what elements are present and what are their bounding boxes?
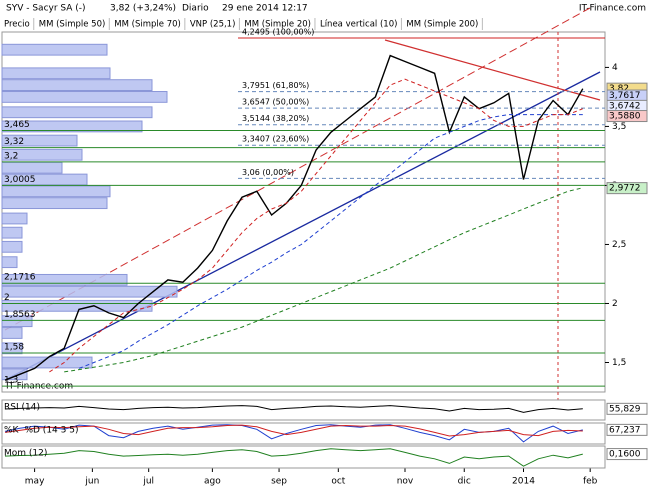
plot-frame: [1, 31, 606, 393]
panel-last-label: 67,237: [609, 425, 641, 435]
panel-line: [4, 405, 583, 413]
series-line: [64, 187, 583, 373]
panel-title: Mom (12): [4, 449, 47, 459]
volume-profile-bar: [1, 161, 63, 174]
y-tick-label: 4: [612, 63, 618, 73]
x-tick-label: may: [25, 477, 45, 487]
volume-profile-bar: [1, 315, 33, 328]
x-tick-label: oct: [331, 477, 345, 487]
volume-profile-bar: [1, 106, 153, 119]
price-label: 3,6742: [609, 101, 641, 111]
x-tick-label: dic: [458, 477, 471, 487]
volume-profile-bar: [1, 79, 153, 92]
panel-frame: [1, 399, 606, 421]
y-tick-label: 2: [612, 299, 618, 309]
fib-label: 4,2495 (100,00%): [242, 27, 314, 36]
volume-profile-bar: [1, 212, 28, 225]
legend-entry: MM (Simple 200): [406, 20, 478, 30]
level-label: 1,3: [4, 376, 18, 386]
fib-label: 3,3407 (23,60%): [242, 135, 309, 144]
series-line: [78, 114, 583, 369]
price-label: 3,5880: [609, 112, 641, 122]
volume-profile-bar: [1, 356, 93, 369]
series-line: [49, 78, 583, 373]
level-label: 1,58: [4, 343, 24, 353]
price-label-box: [606, 110, 648, 123]
volume-profile-bar: [1, 67, 111, 80]
panel-legend: %D (14 3 5): [24, 426, 78, 436]
x-tick-label: jun: [84, 477, 99, 487]
level-label: 3,465: [4, 120, 30, 130]
legend-entry: MM (Simple 50): [39, 20, 106, 30]
fib-label: 3,5144 (38,20%): [242, 114, 309, 123]
panel-legend: %K: [4, 426, 20, 436]
legend-entry: VNP (25,1): [190, 20, 236, 30]
panel-title: RSI (14): [4, 403, 40, 413]
panel-line: [4, 424, 583, 437]
volume-profile-bar: [1, 120, 143, 133]
quote: 3,82 (+3,24%): [110, 4, 176, 14]
panel-frame: [1, 445, 606, 469]
panel-last-label: 55,829: [609, 404, 641, 414]
volume-profile-bar: [1, 256, 18, 269]
y-tick-label: 3,5: [612, 122, 626, 132]
x-tick-label: ago: [204, 477, 221, 487]
level-label: 2,1716: [4, 273, 36, 283]
volume-profile-bar: [1, 197, 108, 210]
panel-line: [4, 448, 583, 467]
price-label: 2,9772: [609, 184, 641, 194]
volume-profile-bar: [1, 368, 28, 381]
y-tick-label: 1,5: [612, 358, 626, 368]
x-tick-label: nov: [397, 477, 414, 487]
volume-profile-bar: [1, 91, 168, 103]
volume-profile-bar: [1, 43, 108, 56]
volume-profile-bar: [1, 342, 23, 355]
datetime: 29 ene 2014 12:17: [222, 4, 308, 14]
volume-profile-bar: [1, 285, 178, 298]
series-line: [4, 54, 584, 381]
source: IT-Finance.com: [579, 4, 646, 14]
volume-profile-bar: [1, 327, 23, 339]
price-label-box: [606, 182, 648, 195]
x-tick-label: 2014: [512, 477, 535, 487]
legend-entry: Precio: [4, 20, 30, 30]
price-label: 3,7617: [609, 91, 641, 101]
panel-last-box: [606, 448, 648, 461]
fib-label: 3,7951 (61,80%): [242, 81, 309, 90]
panel-last-label: 0,1600: [609, 450, 641, 460]
volume-profile-bar: [1, 134, 78, 147]
trend-line-red: [384, 39, 601, 101]
y-tick-label: 2,5: [612, 240, 626, 250]
level-label: 3,2: [4, 151, 18, 161]
volume-profile-bar: [1, 148, 83, 161]
fib-label: 3,06 (0,00%): [242, 168, 294, 177]
level-label: 3,32: [4, 137, 24, 147]
volume-profile-bar: [1, 240, 23, 253]
x-tick-label: jul: [142, 477, 154, 487]
panel-last-box: [606, 423, 648, 436]
legend-entry: Línea vertical (10): [320, 20, 397, 30]
level-label: 2: [4, 293, 10, 303]
volume-profile-bar: [1, 299, 153, 312]
panel-last-box: [606, 402, 648, 415]
volume-profile-bar: [1, 226, 23, 239]
legend-entry: MM (Simple 20): [244, 20, 311, 30]
x-tick-label: sep: [271, 477, 287, 487]
period: Diario: [182, 4, 209, 14]
legend-entry: MM (Simple 70): [114, 20, 181, 30]
level-label: 1,8563: [4, 310, 36, 320]
volume-profile-bar: [1, 185, 111, 198]
price-label: 3,82: [609, 84, 629, 94]
x-tick-label: feb: [583, 477, 598, 487]
level-label: 3,0005: [4, 175, 36, 185]
volume-profile-bar: [1, 273, 128, 286]
title: SYV - Sacyr SA (-): [6, 4, 86, 14]
fib-label: 3,6547 (50,00%): [242, 98, 309, 107]
